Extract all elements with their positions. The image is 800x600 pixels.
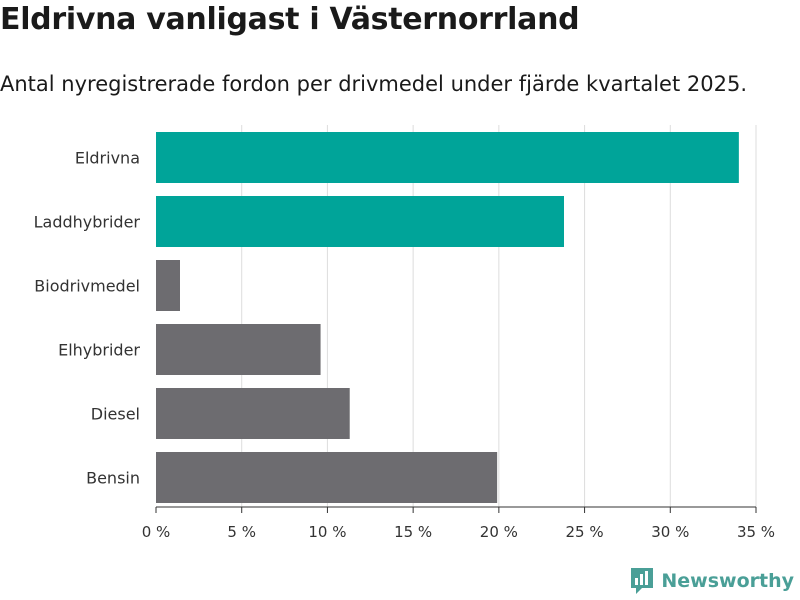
x-tick-label: 30 %: [651, 523, 689, 541]
category-label: Elhybrider: [58, 341, 140, 360]
x-tick-label: 10 %: [308, 523, 346, 541]
bar-bensin: [156, 452, 498, 503]
x-tick-label: 35 %: [737, 523, 775, 541]
x-tick-label: 25 %: [566, 523, 604, 541]
bar-diesel: [156, 388, 350, 439]
category-label: Laddhybrider: [34, 213, 141, 232]
x-tick-label: 5 %: [227, 523, 256, 541]
x-axis-ticks: 0 % 5 % 10 % 15 % 20 % 25 % 30 % 35 %: [142, 506, 775, 541]
category-label: Eldrivna: [75, 149, 140, 168]
chart-title: Eldrivna vanligast i Västernorrland: [0, 2, 580, 37]
bar-eldrivna: [156, 132, 739, 183]
category-label: Diesel: [91, 405, 140, 424]
grid-lines: [241, 125, 757, 507]
bar-laddhybrider: [156, 196, 564, 247]
newsworthy-logo: Newsworthy: [629, 564, 794, 598]
bars: [156, 132, 739, 503]
x-tick-label: 20 %: [480, 523, 518, 541]
bar-biodrivmedel: [156, 260, 180, 311]
newsworthy-chart-icon: [631, 568, 654, 594]
category-labels: Eldrivna Laddhybrider Biodrivmedel Elhybrid…: [34, 149, 141, 488]
category-label: Biodrivmedel: [34, 277, 140, 296]
x-tick-label: 0 %: [142, 523, 171, 541]
bar-elhybrider: [156, 324, 321, 375]
brand-name: Newsworthy: [661, 570, 794, 592]
x-tick-label: 15 %: [394, 523, 432, 541]
category-label: Bensin: [86, 469, 140, 488]
chart-subtitle: Antal nyregistrerade fordon per drivmede…: [0, 72, 748, 96]
